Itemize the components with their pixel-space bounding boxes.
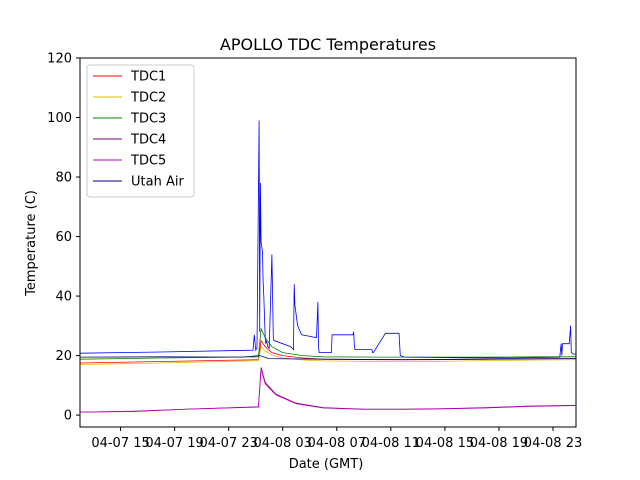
y-tick-label: 80	[55, 171, 72, 186]
y-tick-label: 20	[55, 349, 72, 364]
series-layer	[79, 120, 577, 413]
y-axis: 0 20 40 60 80 100 120	[47, 52, 80, 424]
legend-label-tdc2: TDC2	[130, 91, 166, 106]
series-line-tdc3	[79, 327, 576, 360]
x-tick-label: 04-08 11	[362, 436, 420, 451]
y-tick-label: 120	[47, 52, 72, 67]
y-axis-label: Temperature (C)	[24, 190, 39, 297]
series-line-utah-air	[79, 355, 577, 361]
x-tick-label: 04-08 15	[416, 436, 474, 451]
y-tick-label: 40	[55, 290, 72, 305]
x-tick-label: 04-08 23	[524, 436, 582, 451]
legend-label-tdc3: TDC3	[130, 112, 166, 127]
x-tick-label: 04-08 07	[308, 436, 366, 451]
y-tick-label: 60	[55, 230, 72, 245]
series-line-series-6	[79, 120, 576, 359]
legend-box	[86, 64, 195, 198]
x-tick-label: 04-07 19	[145, 436, 203, 451]
legend-label-utah-air: Utah Air	[131, 175, 184, 190]
y-tick-label: 0	[64, 409, 72, 424]
plot-frame	[79, 57, 577, 428]
x-axis-label: Date (GMT)	[289, 457, 364, 472]
series-line-tdc5	[79, 368, 577, 413]
chart-title: APOLLO TDC Temperatures	[220, 35, 436, 54]
legend-label-tdc4: TDC4	[130, 133, 166, 148]
x-tick-label: 04-08 03	[253, 436, 311, 451]
y-tick-label: 100	[47, 111, 72, 126]
legend-label-tdc5: TDC5	[130, 154, 166, 169]
x-tick-label: 04-07 23	[199, 436, 257, 451]
legend: TDC1 TDC2 TDC3 TDC4 TDC5 Utah Air	[86, 64, 195, 198]
x-tick-label: 04-07 15	[91, 436, 149, 451]
legend-label-tdc1: TDC1	[130, 70, 166, 85]
x-tick-label: 04-08 19	[470, 436, 528, 451]
